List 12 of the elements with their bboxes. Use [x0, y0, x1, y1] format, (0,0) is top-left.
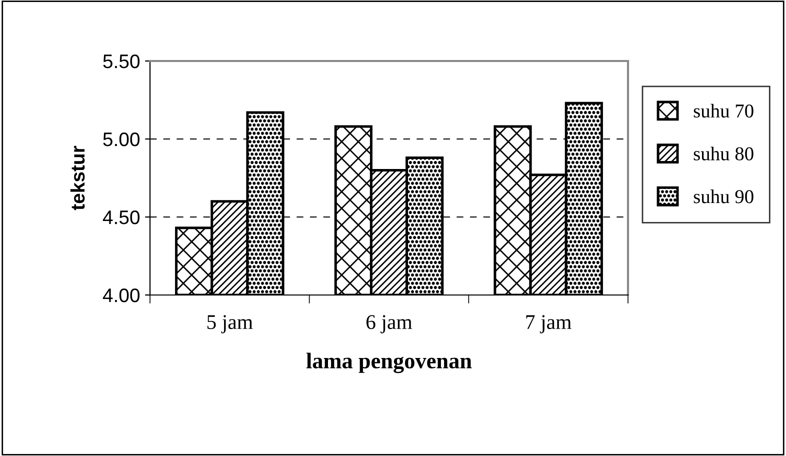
y-axis-title: tekstur: [70, 146, 85, 210]
x-tick-label: 5 jam: [207, 315, 253, 334]
x-tick-label: 6 jam: [366, 315, 412, 334]
y-tick-label: 5.00: [103, 132, 140, 146]
x-tick-label: 7 jam: [526, 315, 572, 334]
x-axis-title: lama pengovenan: [306, 352, 472, 374]
legend-label: suhu 80: [694, 146, 754, 160]
legend-label: suhu 70: [694, 104, 754, 118]
y-tick-label: 5.50: [103, 54, 140, 68]
y-tick-label: 4.50: [102, 210, 140, 224]
y-tick-label: 4.00: [102, 288, 140, 302]
legend-label: suhu 90: [694, 190, 754, 204]
